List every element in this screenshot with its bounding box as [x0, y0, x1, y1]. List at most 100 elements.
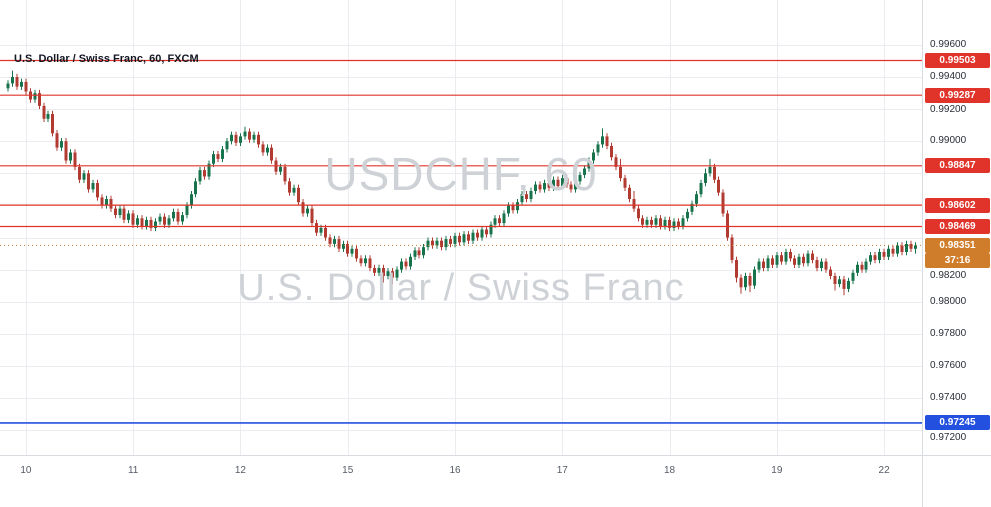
- level-lines: [0, 59, 922, 424]
- candle: [654, 215, 658, 228]
- candle: [672, 218, 676, 232]
- candle: [637, 205, 640, 222]
- candle: [252, 131, 256, 143]
- candle: [342, 240, 345, 252]
- candle: [301, 199, 305, 217]
- time-axis-label: 18: [663, 465, 676, 476]
- candle: [6, 80, 10, 92]
- candle: [690, 200, 694, 216]
- candle: [69, 149, 72, 164]
- candle: [109, 195, 113, 212]
- candle: [797, 253, 801, 268]
- candle: [261, 141, 265, 156]
- resistance-level-badge[interactable]: 0.99503: [925, 53, 990, 68]
- resistance-level-badge[interactable]: 0.98469: [925, 218, 990, 234]
- candle: [306, 205, 309, 217]
- candle: [493, 215, 497, 228]
- candle: [64, 138, 68, 164]
- candle: [248, 128, 251, 143]
- candle: [413, 247, 417, 260]
- candle: [207, 160, 211, 180]
- candle: [882, 248, 886, 260]
- candle: [552, 176, 555, 191]
- candle: [96, 179, 99, 201]
- candle: [735, 256, 738, 283]
- candle: [556, 176, 560, 190]
- candles: [6, 70, 917, 296]
- candle: [149, 216, 153, 232]
- candle: [368, 255, 372, 272]
- candle: [377, 264, 381, 276]
- chart-pane: USDCHF, 60 U.S. Dollar / Swiss Franc U.S…: [0, 0, 922, 455]
- candle: [614, 154, 618, 171]
- candle: [444, 235, 448, 251]
- candle: [55, 130, 59, 151]
- candle: [784, 248, 788, 265]
- candle: [860, 261, 864, 273]
- last-price-badge[interactable]: 0.98351: [925, 237, 990, 253]
- candle: [587, 157, 591, 172]
- candle: [203, 166, 206, 180]
- candle: [623, 174, 627, 191]
- candle: [847, 277, 850, 293]
- price-tick-label: 0.99000: [930, 135, 967, 147]
- candle: [864, 258, 868, 273]
- candle: [753, 266, 756, 289]
- candle: [561, 174, 564, 190]
- candle: [270, 144, 273, 164]
- candle: [873, 252, 877, 264]
- candle: [243, 126, 247, 140]
- price-axis[interactable]: 0.99600 0.99400 0.99200 0.99000 0.98200 0.980…: [922, 0, 991, 455]
- candle: [721, 189, 725, 217]
- candle: [619, 158, 622, 182]
- candle: [824, 258, 828, 273]
- time-axis-label: 10: [20, 465, 32, 476]
- candle: [641, 215, 644, 228]
- candle: [771, 255, 774, 268]
- candle: [20, 78, 23, 90]
- candle: [60, 138, 63, 151]
- candle: [257, 131, 260, 148]
- candle: [176, 208, 180, 225]
- candle: [699, 179, 703, 198]
- chart-legend[interactable]: U.S. Dollar / Swiss Franc, 60, FXCM: [14, 53, 199, 65]
- candle: [154, 218, 157, 232]
- candle: [315, 219, 318, 236]
- candle: [811, 250, 814, 264]
- candle: [78, 163, 81, 183]
- candle: [829, 266, 832, 280]
- candle: [793, 255, 796, 268]
- candle: [502, 210, 506, 227]
- candle: [400, 258, 403, 273]
- candle: [905, 240, 908, 256]
- price-tick-label: 0.97400: [930, 392, 967, 404]
- candle: [757, 258, 761, 273]
- resistance-level-badge[interactable]: 0.98847: [925, 158, 990, 174]
- resistance-level-badge[interactable]: 0.98602: [925, 197, 990, 213]
- candle: [704, 168, 707, 187]
- candle: [422, 244, 425, 259]
- candlestick-chart-canvas[interactable]: [0, 0, 922, 455]
- candle: [851, 269, 855, 285]
- candle: [15, 73, 19, 90]
- support-level-badge[interactable]: 0.97245: [925, 415, 990, 431]
- candle: [131, 210, 135, 228]
- time-axis-label: 19: [771, 465, 783, 476]
- candle: [663, 216, 667, 230]
- time-axis-label: 11: [127, 465, 139, 476]
- candle: [565, 174, 569, 188]
- candle: [359, 255, 363, 267]
- candle: [33, 89, 37, 103]
- candle: [105, 195, 108, 209]
- time-axis-label: 16: [449, 465, 461, 476]
- candle: [891, 245, 895, 257]
- candle: [283, 163, 287, 185]
- time-axis[interactable]: 10 11 12 15 16 17 18 19 22: [0, 455, 922, 507]
- candle: [266, 144, 269, 156]
- candle: [578, 171, 582, 185]
- candle: [480, 226, 484, 241]
- candle: [489, 221, 493, 238]
- candle: [775, 252, 779, 268]
- candle: [230, 131, 233, 145]
- resistance-level-badge[interactable]: 0.99287: [925, 87, 990, 103]
